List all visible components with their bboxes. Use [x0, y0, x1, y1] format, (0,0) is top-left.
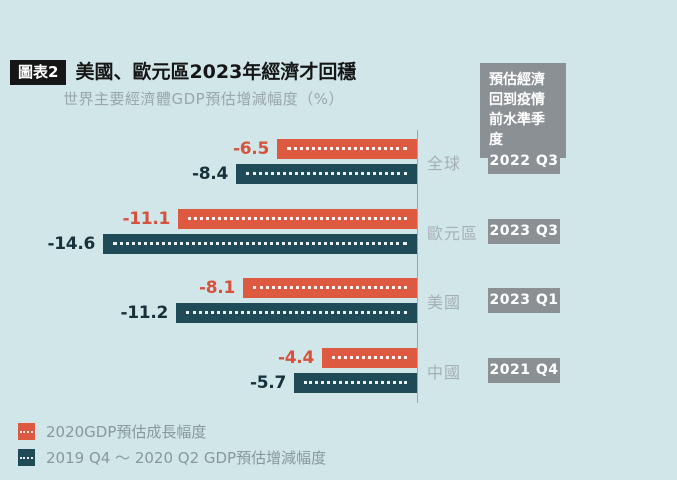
- bar-value-label: -11.1: [122, 209, 171, 229]
- bar-value-label: -14.6: [47, 234, 96, 254]
- dot-pattern: [304, 381, 407, 384]
- legend-swatch-teal: [18, 449, 35, 466]
- bar-value-label: -8.4: [192, 164, 228, 184]
- recovery-quarter-badge: 2021 Q4: [488, 358, 560, 383]
- bar-value-label: -6.5: [233, 139, 269, 159]
- category-label: 歐元區: [427, 223, 479, 243]
- bar-2019q4-2020q2: [236, 164, 417, 184]
- legend: 2020GDP預估成長幅度 2019 Q4 ～ 2020 Q2 GDP預估增減幅…: [18, 423, 326, 475]
- legend-label: 2019 Q4 ～ 2020 Q2 GDP預估增減幅度: [46, 449, 327, 467]
- dot-pattern: [113, 242, 407, 245]
- bar-2020-forecast: [243, 278, 417, 298]
- recovery-quarter-badge: 2023 Q1: [488, 288, 560, 313]
- dot-pattern: [253, 286, 407, 289]
- dot-pattern: [332, 356, 407, 359]
- recovery-quarter-badge: 2022 Q3: [488, 149, 560, 174]
- bar-value-label: -11.2: [120, 303, 169, 323]
- dot-pattern: [246, 172, 407, 175]
- category-label: 美國: [427, 292, 462, 312]
- chart-subtitle: 世界主要經濟體GDP預估增減幅度（%）: [63, 90, 344, 108]
- bar-2020-forecast: [322, 348, 417, 368]
- axis-line: [417, 130, 418, 403]
- bar-2019q4-2020q2: [176, 303, 417, 323]
- legend-item-2019q4-2020q2: 2019 Q4 ～ 2020 Q2 GDP預估增減幅度: [18, 449, 327, 467]
- bar-value-label: -8.1: [199, 278, 235, 298]
- dot-pattern: [287, 147, 407, 150]
- dot-pattern: [20, 430, 33, 433]
- recovery-quarter-badge: 2023 Q3: [488, 219, 560, 244]
- chart-title: 美國、歐元區2023年經濟才回穩: [75, 61, 357, 84]
- bar-2019q4-2020q2: [294, 373, 417, 393]
- bar-2019q4-2020q2: [103, 234, 417, 254]
- bar-2020-forecast: [178, 209, 417, 229]
- category-label: 全球: [427, 153, 462, 173]
- legend-item-2020-forecast: 2020GDP預估成長幅度: [18, 423, 326, 441]
- dot-pattern: [186, 311, 407, 314]
- legend-label: 2020GDP預估成長幅度: [46, 423, 207, 441]
- figure-number-badge: 圖表2: [10, 60, 67, 85]
- dot-pattern: [188, 217, 407, 220]
- bar-value-label: -4.4: [278, 348, 314, 368]
- recovery-callout-text: 預估經濟回到疫情前水準季度: [489, 72, 545, 148]
- category-label: 中國: [427, 362, 462, 382]
- dot-pattern: [20, 456, 33, 459]
- legend-swatch-orange: [18, 423, 35, 440]
- bar-value-label: -5.7: [250, 373, 286, 393]
- recovery-callout: 預估經濟回到疫情前水準季度: [480, 63, 566, 169]
- header: 圖表2 美國、歐元區2023年經濟才回穩: [10, 60, 356, 85]
- bar-2020-forecast: [277, 139, 417, 159]
